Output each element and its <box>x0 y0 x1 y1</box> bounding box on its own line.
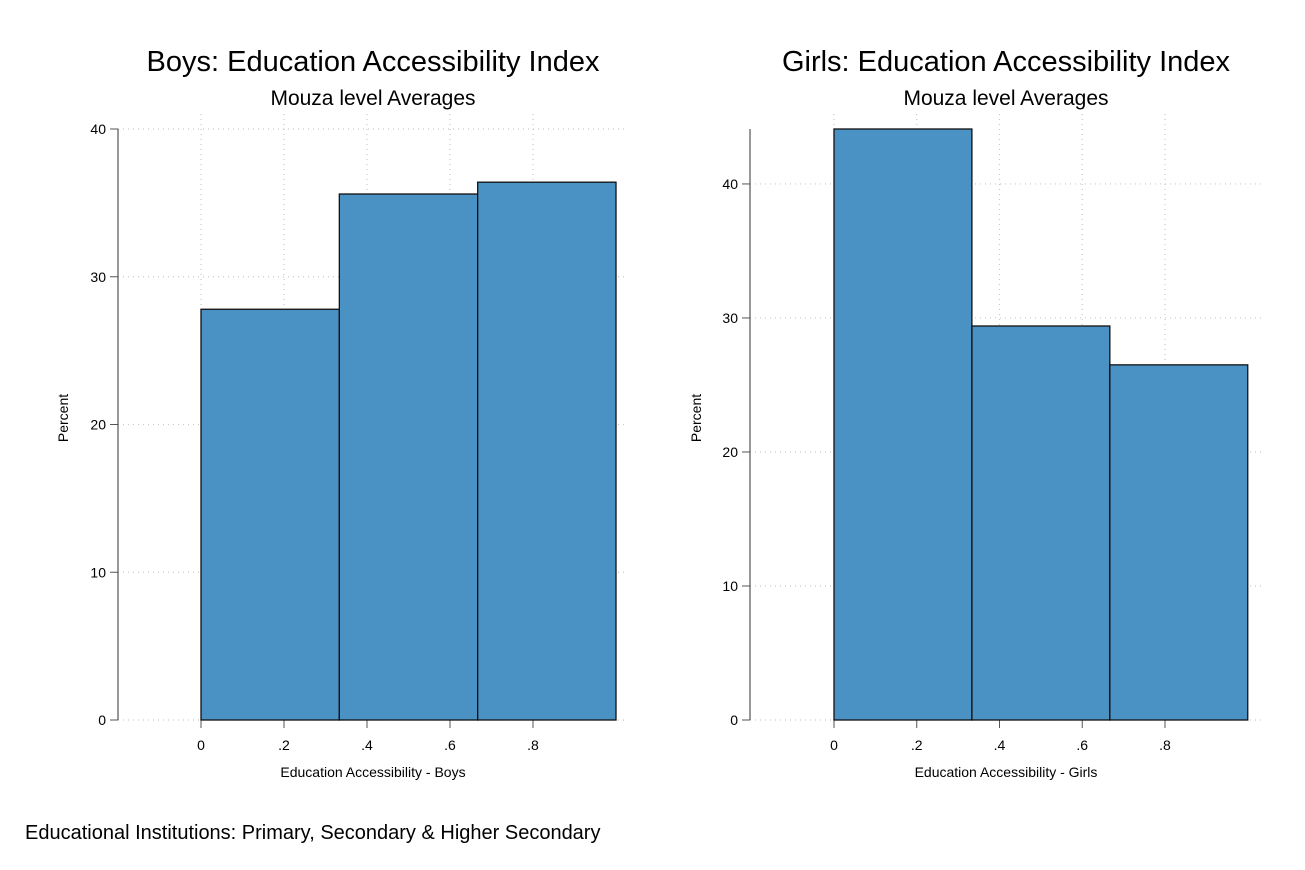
x-tick-label: .4 <box>994 737 1006 753</box>
chart2-title: Girls: Education Accessibility Index <box>782 46 1231 78</box>
y-tick-label: 40 <box>90 121 106 137</box>
x-tick-label: .6 <box>1076 737 1088 753</box>
chart2-plot-area: 0 10 20 30 40 0 .2 .4 .6 .8 <box>722 114 1262 753</box>
chart1-plot-area: 0 10 20 30 40 0 .2 .4 .6 .8 <box>90 114 628 753</box>
histogram-bar <box>477 181 617 721</box>
histogram-bar <box>338 193 479 721</box>
chart2-ylabel: Percent <box>688 394 704 442</box>
y-tick-label: 20 <box>722 444 738 460</box>
y-tick-label: 0 <box>730 712 738 728</box>
x-tick-label: .2 <box>278 737 290 753</box>
histogram-bar <box>200 308 340 721</box>
histogram-bar <box>1109 364 1249 721</box>
chart1-xlabel: Education Accessibility - Boys <box>280 764 465 780</box>
histogram-bar <box>971 325 1111 721</box>
x-tick-label: .8 <box>527 737 539 753</box>
y-tick-label: 30 <box>722 310 738 326</box>
x-tick-label: .2 <box>911 737 923 753</box>
histogram-bar <box>833 128 973 721</box>
y-tick-label: 30 <box>90 269 106 285</box>
y-tick-label: 10 <box>722 578 738 594</box>
chart1-title: Boys: Education Accessibility Index <box>147 46 600 78</box>
footnote: Educational Institutions: Primary, Secon… <box>25 822 600 844</box>
x-tick-label: 0 <box>830 737 838 753</box>
y-tick-label: 0 <box>98 712 106 728</box>
chart2-subtitle: Mouza level Averages <box>903 87 1108 110</box>
y-tick-label: 40 <box>722 176 738 192</box>
x-tick-label: .8 <box>1159 737 1171 753</box>
x-tick-label: .4 <box>361 737 373 753</box>
y-tick-label: 20 <box>90 417 106 433</box>
chart1-subtitle: Mouza level Averages <box>270 87 475 110</box>
chart1-ylabel: Percent <box>55 394 71 442</box>
chart2-xlabel: Education Accessibility - Girls <box>915 764 1098 780</box>
x-tick-label: 0 <box>197 737 205 753</box>
x-tick-label: .6 <box>444 737 456 753</box>
y-tick-label: 10 <box>90 564 106 580</box>
